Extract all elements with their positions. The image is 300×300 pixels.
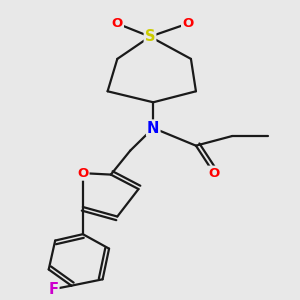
Text: S: S xyxy=(145,29,155,44)
Text: N: N xyxy=(147,121,159,136)
Text: O: O xyxy=(182,17,193,30)
Text: F: F xyxy=(48,282,59,297)
Text: O: O xyxy=(208,167,220,180)
Text: O: O xyxy=(112,17,123,30)
Text: O: O xyxy=(77,167,88,180)
